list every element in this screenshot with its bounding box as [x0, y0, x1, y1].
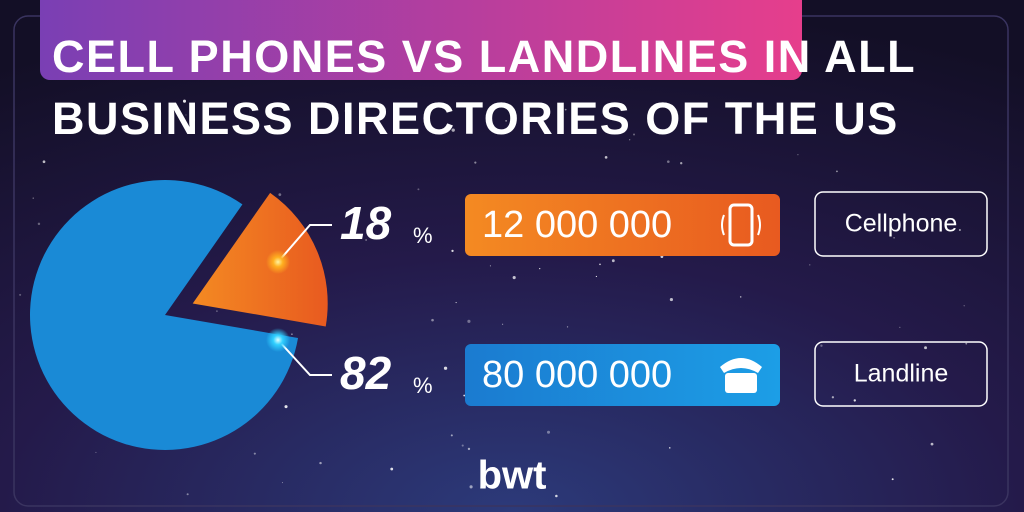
star [216, 310, 218, 312]
icon-part [725, 373, 757, 393]
star [344, 110, 346, 112]
star [963, 305, 965, 307]
star [604, 156, 608, 159]
star [853, 399, 856, 402]
star [820, 344, 823, 347]
logo: bwt [478, 454, 547, 498]
star [463, 394, 466, 397]
glow-dot [266, 328, 290, 352]
star [566, 326, 569, 328]
phone-icon [721, 203, 761, 247]
pie-slice [29, 179, 299, 451]
star [467, 447, 471, 451]
star [450, 434, 453, 437]
star [365, 239, 367, 241]
unit-label: % [413, 223, 433, 248]
count-pill [465, 194, 780, 256]
star [595, 275, 598, 278]
leader-line [277, 224, 332, 263]
star [668, 447, 671, 449]
count-label: 80 000 000 [482, 354, 672, 396]
star [547, 430, 551, 434]
star [186, 493, 189, 496]
star [455, 301, 457, 304]
legend-label: Cellphone [845, 210, 958, 238]
star [417, 188, 420, 191]
icon-part [720, 358, 762, 373]
legend-label: Landline [854, 360, 949, 388]
star [836, 170, 838, 173]
star [443, 366, 448, 370]
star [512, 276, 516, 280]
star [564, 108, 567, 111]
icon-part [721, 214, 761, 236]
star [431, 318, 434, 322]
star [924, 346, 927, 350]
star [95, 451, 97, 454]
star [501, 323, 504, 325]
star [555, 494, 558, 498]
star [451, 249, 454, 253]
star [467, 319, 471, 323]
star [253, 452, 256, 455]
star [32, 197, 34, 199]
star [37, 222, 41, 226]
unit-label: % [413, 373, 433, 398]
star [291, 333, 293, 335]
star [182, 99, 186, 103]
star [42, 160, 46, 164]
star [19, 293, 22, 296]
star [680, 162, 683, 165]
count-label: 12 000 000 [482, 204, 672, 246]
icon-part [728, 203, 754, 247]
star [629, 139, 631, 141]
legend-box [814, 341, 988, 407]
star [665, 129, 669, 132]
star [191, 118, 196, 122]
star [899, 326, 901, 328]
star [930, 442, 934, 446]
star [451, 128, 455, 132]
star [319, 461, 322, 465]
value-label: 82 [340, 347, 392, 399]
star [284, 405, 288, 409]
star [809, 264, 811, 266]
star [669, 297, 673, 302]
star [633, 133, 636, 136]
star [539, 267, 541, 270]
star [611, 259, 615, 263]
star [797, 153, 799, 156]
star [666, 160, 670, 163]
value-label: 18 [340, 197, 392, 249]
star [278, 193, 282, 197]
title-highlight [40, 0, 802, 80]
pie-slice [192, 192, 328, 327]
chart-title: CELL PHONES VS LANDLINES IN ALL BUSINESS… [52, 31, 916, 144]
star [489, 265, 491, 267]
star [893, 236, 895, 239]
star [965, 342, 968, 345]
star [185, 114, 187, 116]
star [831, 396, 835, 399]
star [505, 119, 507, 122]
star [461, 444, 464, 447]
star [469, 485, 473, 489]
glow-dot [266, 250, 290, 274]
star [599, 263, 601, 266]
star [891, 478, 894, 481]
star [281, 482, 283, 484]
star [958, 228, 961, 232]
star [474, 161, 477, 164]
star [390, 467, 394, 471]
count-pill [465, 344, 780, 406]
leader-line [277, 339, 332, 376]
legend-box [814, 191, 988, 257]
star [739, 296, 742, 298]
telephone-icon [720, 358, 762, 393]
